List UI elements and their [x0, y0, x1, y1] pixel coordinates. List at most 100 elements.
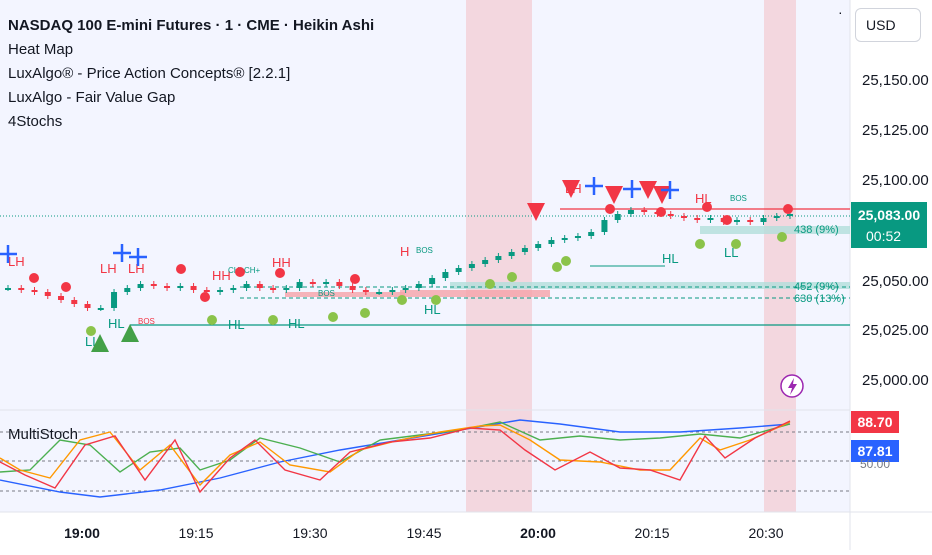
bullish-dot: [268, 315, 278, 325]
candle: [521, 248, 528, 252]
bullish-dot: [507, 272, 517, 282]
candle: [323, 282, 330, 284]
candle: [124, 288, 131, 292]
candle: [482, 260, 489, 264]
candle: [680, 216, 687, 218]
candle: [733, 220, 740, 222]
structure-label: LH: [8, 254, 25, 269]
cross-marker: [661, 181, 679, 199]
structure-label: HH: [212, 268, 231, 283]
sell-triangle: [639, 181, 657, 199]
structure-label: H: [400, 244, 409, 259]
candle: [309, 282, 316, 284]
fvg-zone: [400, 290, 550, 297]
bearish-dot: [29, 273, 39, 283]
candle: [588, 232, 595, 236]
candle: [429, 278, 436, 284]
time-axis[interactable]: 19:00 19:15 19:30 19:45 20:00 20:15 20:30: [64, 525, 784, 541]
candle: [58, 296, 65, 300]
candle: [150, 284, 157, 286]
bos-label: BOS: [416, 246, 433, 255]
structure-label: LH: [128, 261, 145, 276]
bullish-dot: [485, 279, 495, 289]
osc-badge-red-text: 88.70: [857, 414, 892, 430]
structure-label: HL: [228, 317, 245, 332]
candle: [270, 288, 277, 290]
structure-label: HL: [662, 251, 679, 266]
candle: [336, 282, 343, 286]
candle: [217, 290, 224, 292]
candle: [508, 252, 515, 256]
indicator-fvg[interactable]: LuxAlgo - Fair Value Gap: [8, 89, 176, 106]
price-tick-label: 25,000.00: [862, 372, 929, 389]
sell-triangle: [527, 203, 545, 221]
current-price-badge: [851, 202, 927, 248]
candle: [667, 214, 674, 216]
candle: [164, 286, 171, 288]
time-axis-background: [0, 512, 850, 550]
bearish-dot: [275, 268, 285, 278]
bullish-dot: [561, 256, 571, 266]
time-tick-label: 20:30: [748, 525, 783, 541]
time-tick-label: 19:15: [178, 525, 213, 541]
candle: [574, 236, 581, 238]
price-tick-label: 25,025.00: [862, 322, 929, 339]
structure-label: LH: [100, 261, 117, 276]
candle: [694, 218, 701, 220]
candle: [376, 292, 383, 294]
candle: [495, 256, 502, 260]
structure-label: HL: [288, 316, 305, 331]
candle: [44, 292, 51, 296]
bullish-dot: [360, 308, 370, 318]
bullish-dot: [328, 312, 338, 322]
structure-label: HL: [108, 316, 125, 331]
candle: [773, 216, 780, 218]
candle: [243, 284, 250, 288]
price-tick-label: 25,050.00: [862, 273, 929, 290]
session-highlight: [764, 0, 796, 512]
bearish-dot: [605, 204, 615, 214]
candle: [362, 290, 369, 292]
indicator-price-action[interactable]: LuxAlgo® - Price Action Concepts® [2.2.1…: [8, 65, 291, 82]
candle: [561, 238, 568, 240]
symbol-title[interactable]: NASDAQ 100 E-mini Futures · 1 · CME · He…: [8, 17, 375, 34]
price-tick-label: 25,125.00: [862, 122, 929, 139]
candle: [747, 220, 754, 222]
more-dot[interactable]: ·: [838, 4, 843, 20]
countdown-text: 00:52: [866, 228, 901, 244]
bullish-dot: [695, 239, 705, 249]
fvg-label: 452 (9%): [794, 281, 839, 293]
buy-triangle: [91, 334, 109, 352]
sell-triangle: [562, 180, 580, 198]
bos-label: BOS: [318, 289, 335, 298]
candle: [296, 282, 303, 288]
bullish-dot: [552, 262, 562, 272]
oscillator-title[interactable]: MultiStoch: [8, 426, 79, 443]
cross-marker: [585, 177, 603, 195]
candle: [283, 288, 290, 290]
bearish-dot: [61, 282, 71, 292]
bullish-dot: [431, 295, 441, 305]
price-axis[interactable]: 25,150.00 25,125.00 25,100.00 25,050.00 25,0…: [862, 72, 929, 389]
candle: [71, 300, 78, 304]
structure-label: HL: [424, 302, 441, 317]
bearish-dot: [350, 274, 360, 284]
cross-marker: [113, 244, 131, 262]
bos-label: BOS: [138, 317, 155, 326]
osc-level-label: 50.00: [860, 457, 890, 471]
current-price-text: 25,083.00: [858, 207, 920, 223]
lightning-icon-glyph: [788, 378, 797, 395]
indicator-heat-map[interactable]: Heat Map: [8, 41, 74, 58]
candle: [641, 210, 648, 212]
candle: [137, 284, 144, 288]
osc-badge-red: [851, 411, 899, 433]
candle: [707, 218, 714, 220]
fvg-zone: [450, 282, 850, 289]
candle: [627, 210, 634, 214]
chart-legend: NASDAQ 100 E-mini Futures · 1 · CME · He…: [8, 14, 374, 134]
indicator-4stochs[interactable]: 4Stochs: [8, 113, 63, 130]
buy-triangle: [121, 324, 139, 342]
currency-selector[interactable]: USD: [855, 8, 921, 42]
